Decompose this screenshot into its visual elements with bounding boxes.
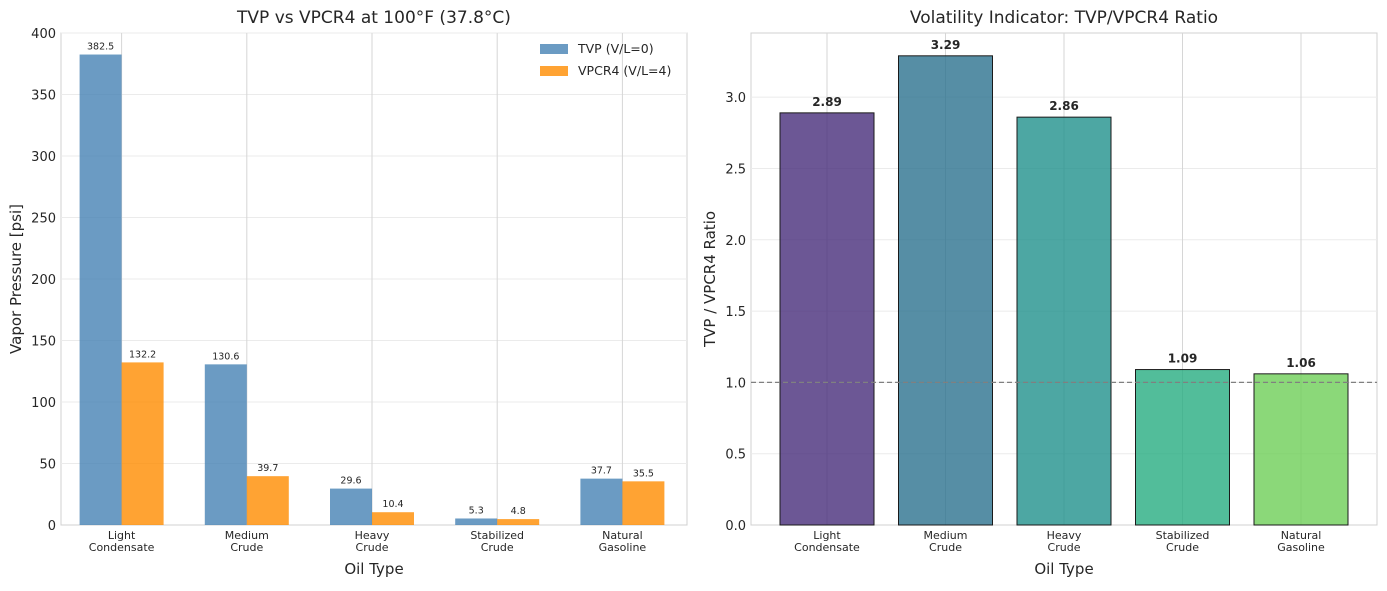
bar-vpcr4-light-condensate <box>121 362 164 525</box>
right-y-tick-2-5: 2.5 <box>725 162 746 177</box>
right-chart-panel: Volatility Indicator: TVP/VPCR4 Ratio 2.… <box>701 8 1378 578</box>
right-bars <box>779 55 1349 526</box>
right-x-tick-light-condensate-line1: Light <box>813 529 841 542</box>
right-y-axis-label: TVP / VPCR4 Ratio <box>701 211 719 348</box>
bar-label-vpcr4-light-condensate: 132.2 <box>129 349 156 360</box>
bar-label-tvp-natural-gasoline: 37.7 <box>591 466 612 477</box>
left-x-tick-medium-crude-line1: Medium <box>225 529 269 542</box>
ratio-bar-label-heavy-crude: 2.86 <box>1049 99 1079 113</box>
left-x-tick-heavy-crude-line2: Crude <box>356 541 389 554</box>
left-y-tick-200: 200 <box>31 273 56 288</box>
right-x-tick-medium-crude-line2: Crude <box>929 541 962 554</box>
bar-label-tvp-heavy-crude: 29.6 <box>340 476 361 487</box>
right-x-tick-natural-gasoline-line2: Gasoline <box>1277 541 1325 554</box>
legend-label-tvp: TVP (V/L=0) <box>577 41 654 56</box>
left-legend: TVP (V/L=0) VPCR4 (V/L=4) <box>540 41 671 78</box>
right-x-axis-label: Oil Type <box>1034 560 1093 578</box>
right-y-tick-labels: 0.0 0.5 1.0 1.5 2.0 2.5 3.0 <box>725 91 746 534</box>
right-x-tick-stabilized-crude-line1: Stabilized <box>1156 529 1210 542</box>
right-y-tick-3-0: 3.0 <box>725 91 746 106</box>
right-x-tick-heavy-crude-line2: Crude <box>1048 541 1081 554</box>
left-x-tick-natural-gasoline-line2: Gasoline <box>599 541 647 554</box>
bar-vpcr4-heavy-crude <box>372 512 414 525</box>
ratio-bar-heavy-crude <box>1016 116 1112 526</box>
legend-swatch-tvp <box>540 44 568 54</box>
legend-label-vpcr4: VPCR4 (V/L=4) <box>578 63 671 78</box>
ratio-bar-medium-crude <box>898 55 993 526</box>
bar-tvp-light-condensate <box>79 54 122 526</box>
left-x-tick-stabilized-crude-line2: Crude <box>481 541 514 554</box>
bar-label-vpcr4-natural-gasoline: 35.5 <box>633 468 654 479</box>
right-x-tick-heavy-crude-line1: Heavy <box>1047 529 1082 542</box>
ratio-bar-label-medium-crude: 3.29 <box>931 38 961 52</box>
bar-tvp-stabilized-crude <box>455 518 498 525</box>
left-x-tick-natural-gasoline-line1: Natural <box>602 529 643 542</box>
left-y-tick-400: 400 <box>31 27 56 42</box>
right-y-tick-1-5: 1.5 <box>725 305 746 320</box>
left-y-tick-0: 0 <box>48 519 56 534</box>
left-x-tick-stabilized-crude-line1: Stabilized <box>470 529 524 542</box>
right-chart-title: Volatility Indicator: TVP/VPCR4 Ratio <box>910 8 1218 28</box>
bar-tvp-heavy-crude <box>330 488 372 525</box>
left-x-tick-light-condensate-line2: Condensate <box>89 541 155 554</box>
left-y-tick-labels: 0 50 100 150 200 250 300 350 400 <box>31 27 56 534</box>
left-y-tick-350: 350 <box>31 89 56 104</box>
ratio-bar-label-natural-gasoline: 1.06 <box>1286 356 1316 370</box>
ratio-bar-stabilized-crude <box>1135 369 1230 526</box>
right-x-tick-stabilized-crude-line2: Crude <box>1166 541 1199 554</box>
legend-swatch-vpcr4 <box>540 66 568 76</box>
right-bar-labels: 2.89 3.29 2.86 1.09 1.06 <box>812 38 1316 370</box>
left-y-tick-50: 50 <box>39 458 56 473</box>
right-x-tick-labels: LightCondensateMediumCrudeHeavyCrudeStab… <box>794 529 1325 554</box>
ratio-bar-label-light-condensate: 2.89 <box>812 95 842 109</box>
ratio-bar-light-condensate <box>779 112 875 526</box>
left-y-tick-150: 150 <box>31 335 56 350</box>
bar-label-tvp-light-condensate: 382.5 <box>87 42 114 53</box>
left-y-tick-100: 100 <box>31 396 56 411</box>
right-y-tick-2-0: 2.0 <box>725 234 746 249</box>
bar-label-tvp-medium-crude: 130.6 <box>212 351 239 362</box>
right-y-tick-0-5: 0.5 <box>725 448 746 463</box>
bar-label-vpcr4-heavy-crude: 10.4 <box>382 499 403 510</box>
left-bars <box>79 54 665 526</box>
right-x-tick-light-condensate-line2: Condensate <box>794 541 860 554</box>
left-y-tick-250: 250 <box>31 212 56 227</box>
bar-label-vpcr4-stabilized-crude: 4.8 <box>511 506 526 517</box>
right-y-tick-0-0: 0.0 <box>725 519 746 534</box>
bar-vpcr4-natural-gasoline <box>622 481 665 525</box>
left-chart-panel: TVP vs VPCR4 at 100°F (37.8°C) 382.5 130.… <box>7 8 688 578</box>
right-y-tick-1-0: 1.0 <box>725 376 746 391</box>
left-x-tick-labels: LightCondensateMediumCrudeHeavyCrudeStab… <box>89 529 647 554</box>
right-x-tick-natural-gasoline-line1: Natural <box>1281 529 1322 542</box>
bar-label-tvp-stabilized-crude: 5.3 <box>469 505 484 516</box>
left-x-axis-label: Oil Type <box>344 560 403 578</box>
bar-vpcr4-stabilized-crude <box>497 519 540 525</box>
left-y-axis-label: Vapor Pressure [psi] <box>7 204 25 354</box>
bar-tvp-medium-crude <box>204 364 247 525</box>
left-x-tick-heavy-crude-line1: Heavy <box>355 529 390 542</box>
left-bar-labels: 382.5 130.6 29.6 5.3 37.7 132.2 39.7 10.4 4.8 35.… <box>87 42 654 518</box>
bar-label-vpcr4-medium-crude: 39.7 <box>257 463 278 474</box>
bar-vpcr4-medium-crude <box>246 476 289 525</box>
right-x-tick-medium-crude-line1: Medium <box>924 529 968 542</box>
left-chart-title: TVP vs VPCR4 at 100°F (37.8°C) <box>236 8 511 28</box>
ratio-bar-label-stabilized-crude: 1.09 <box>1168 352 1198 366</box>
bar-tvp-natural-gasoline <box>580 478 623 525</box>
left-x-tick-medium-crude-line2: Crude <box>230 541 263 554</box>
left-y-tick-300: 300 <box>31 150 56 165</box>
ratio-bar-natural-gasoline <box>1253 373 1349 526</box>
left-x-tick-light-condensate-line1: Light <box>108 529 136 542</box>
